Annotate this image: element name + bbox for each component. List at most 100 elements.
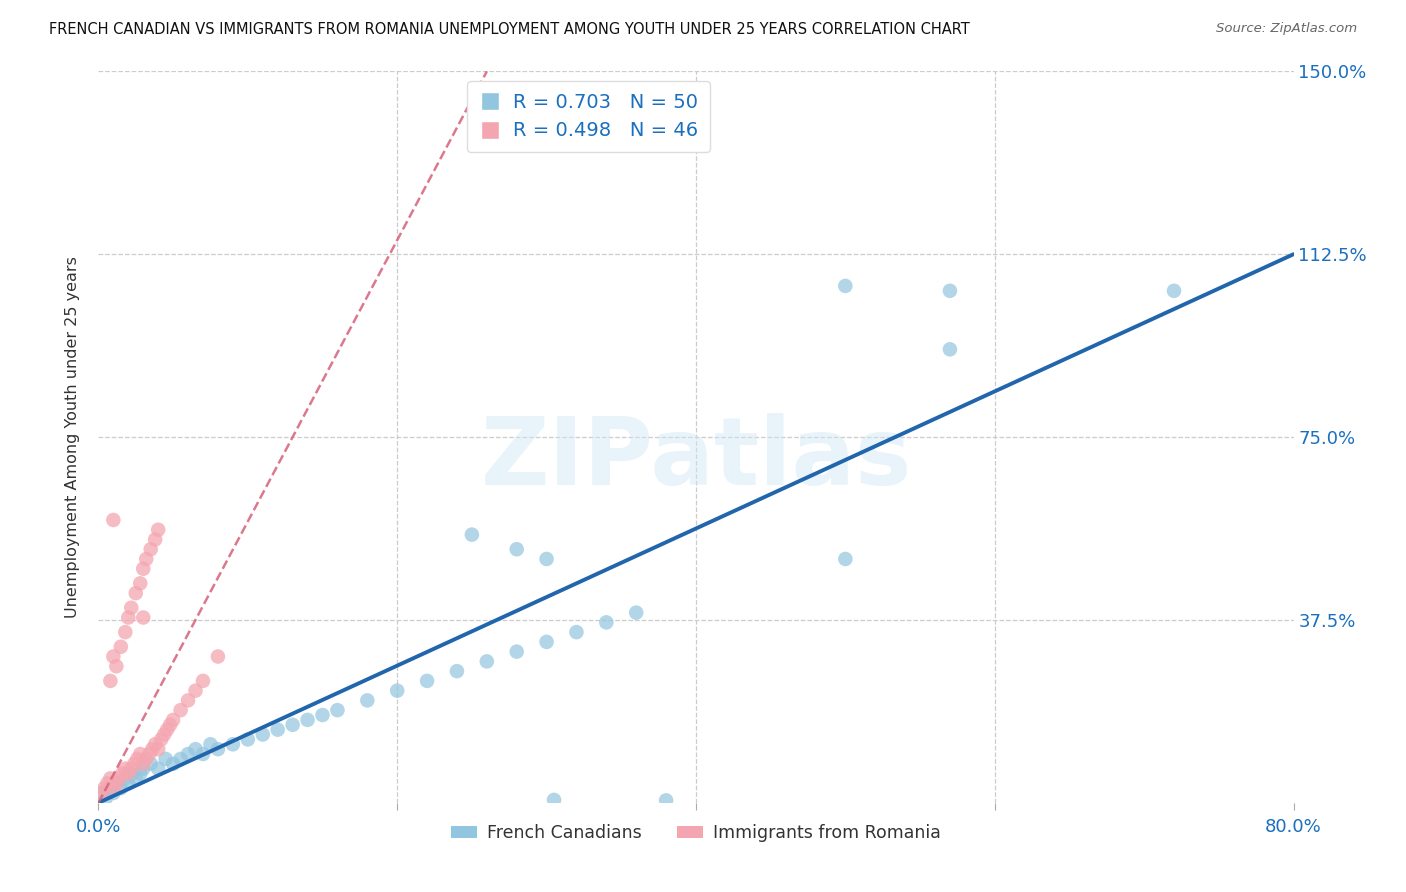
- Point: [90, 786, 112, 800]
- Point: [110, 781, 132, 796]
- Point: [169, 703, 191, 717]
- Text: FRENCH CANADIAN VS IMMIGRANTS FROM ROMANIA UNEMPLOYMENT AMONG YOUTH UNDER 25 YEA: FRENCH CANADIAN VS IMMIGRANTS FROM ROMAN…: [49, 22, 970, 37]
- Point: [191, 673, 214, 688]
- Point: [184, 683, 207, 698]
- Point: [120, 600, 142, 615]
- Point: [132, 756, 155, 771]
- Point: [326, 703, 349, 717]
- Point: [162, 713, 184, 727]
- Point: [543, 793, 565, 807]
- Point: [184, 742, 207, 756]
- Point: [129, 576, 152, 591]
- Point: [96, 776, 118, 790]
- Point: [153, 727, 176, 741]
- Point: [117, 610, 139, 624]
- Point: [222, 737, 245, 751]
- Point: [125, 772, 148, 786]
- Point: [132, 610, 155, 624]
- Point: [103, 786, 125, 800]
- Point: [475, 654, 498, 668]
- Point: [177, 693, 200, 707]
- Point: [356, 693, 378, 707]
- Point: [939, 343, 962, 357]
- Point: [536, 552, 558, 566]
- Point: [132, 762, 155, 776]
- Point: [114, 625, 136, 640]
- Point: [565, 625, 588, 640]
- Point: [103, 781, 125, 796]
- Point: [111, 766, 134, 780]
- Point: [135, 552, 157, 566]
- Point: [148, 742, 170, 756]
- Point: [108, 772, 131, 786]
- Point: [127, 752, 149, 766]
- Point: [120, 766, 142, 780]
- Point: [939, 284, 962, 298]
- Point: [207, 742, 229, 756]
- Text: Source: ZipAtlas.com: Source: ZipAtlas.com: [1216, 22, 1357, 36]
- Point: [156, 723, 179, 737]
- Point: [125, 586, 148, 600]
- Point: [162, 756, 184, 771]
- Point: [103, 649, 125, 664]
- Point: [150, 732, 173, 747]
- Point: [120, 762, 142, 776]
- Point: [416, 673, 439, 688]
- Point: [129, 766, 152, 780]
- Point: [252, 727, 274, 741]
- Legend: French Canadians, Immigrants from Romania: French Canadians, Immigrants from Romani…: [444, 817, 948, 849]
- Point: [98, 772, 122, 786]
- Point: [626, 606, 648, 620]
- Point: [132, 562, 155, 576]
- Point: [461, 527, 484, 541]
- Point: [200, 737, 222, 751]
- Point: [655, 793, 678, 807]
- Point: [105, 659, 128, 673]
- Point: [117, 776, 139, 790]
- Point: [595, 615, 617, 630]
- Point: [159, 718, 181, 732]
- Point: [143, 737, 166, 751]
- Point: [267, 723, 290, 737]
- Point: [114, 772, 136, 786]
- Point: [506, 645, 529, 659]
- Point: [103, 513, 125, 527]
- Point: [281, 718, 304, 732]
- Point: [446, 664, 468, 678]
- Point: [385, 683, 409, 698]
- Point: [110, 640, 132, 654]
- Text: ZIPatlas: ZIPatlas: [481, 413, 911, 505]
- Point: [1163, 284, 1185, 298]
- Point: [139, 756, 162, 771]
- Point: [90, 786, 112, 800]
- Point: [177, 747, 200, 761]
- Point: [105, 776, 128, 790]
- Point: [148, 762, 170, 776]
- Point: [139, 542, 162, 557]
- Point: [236, 732, 259, 747]
- Point: [536, 635, 558, 649]
- Point: [138, 747, 160, 761]
- Point: [105, 776, 128, 790]
- Point: [98, 781, 122, 796]
- Point: [311, 708, 333, 723]
- Point: [124, 756, 146, 771]
- Point: [155, 752, 177, 766]
- Point: [207, 649, 229, 664]
- Point: [94, 791, 117, 805]
- Point: [834, 279, 856, 293]
- Point: [506, 542, 529, 557]
- Point: [143, 533, 166, 547]
- Point: [297, 713, 319, 727]
- Point: [135, 752, 157, 766]
- Point: [129, 747, 152, 761]
- Point: [148, 523, 170, 537]
- Point: [141, 742, 163, 756]
- Point: [98, 673, 122, 688]
- Point: [169, 752, 191, 766]
- Point: [114, 762, 136, 776]
- Point: [834, 552, 856, 566]
- Y-axis label: Unemployment Among Youth under 25 years: Unemployment Among Youth under 25 years: [65, 256, 80, 618]
- Point: [117, 766, 139, 780]
- Point: [191, 747, 214, 761]
